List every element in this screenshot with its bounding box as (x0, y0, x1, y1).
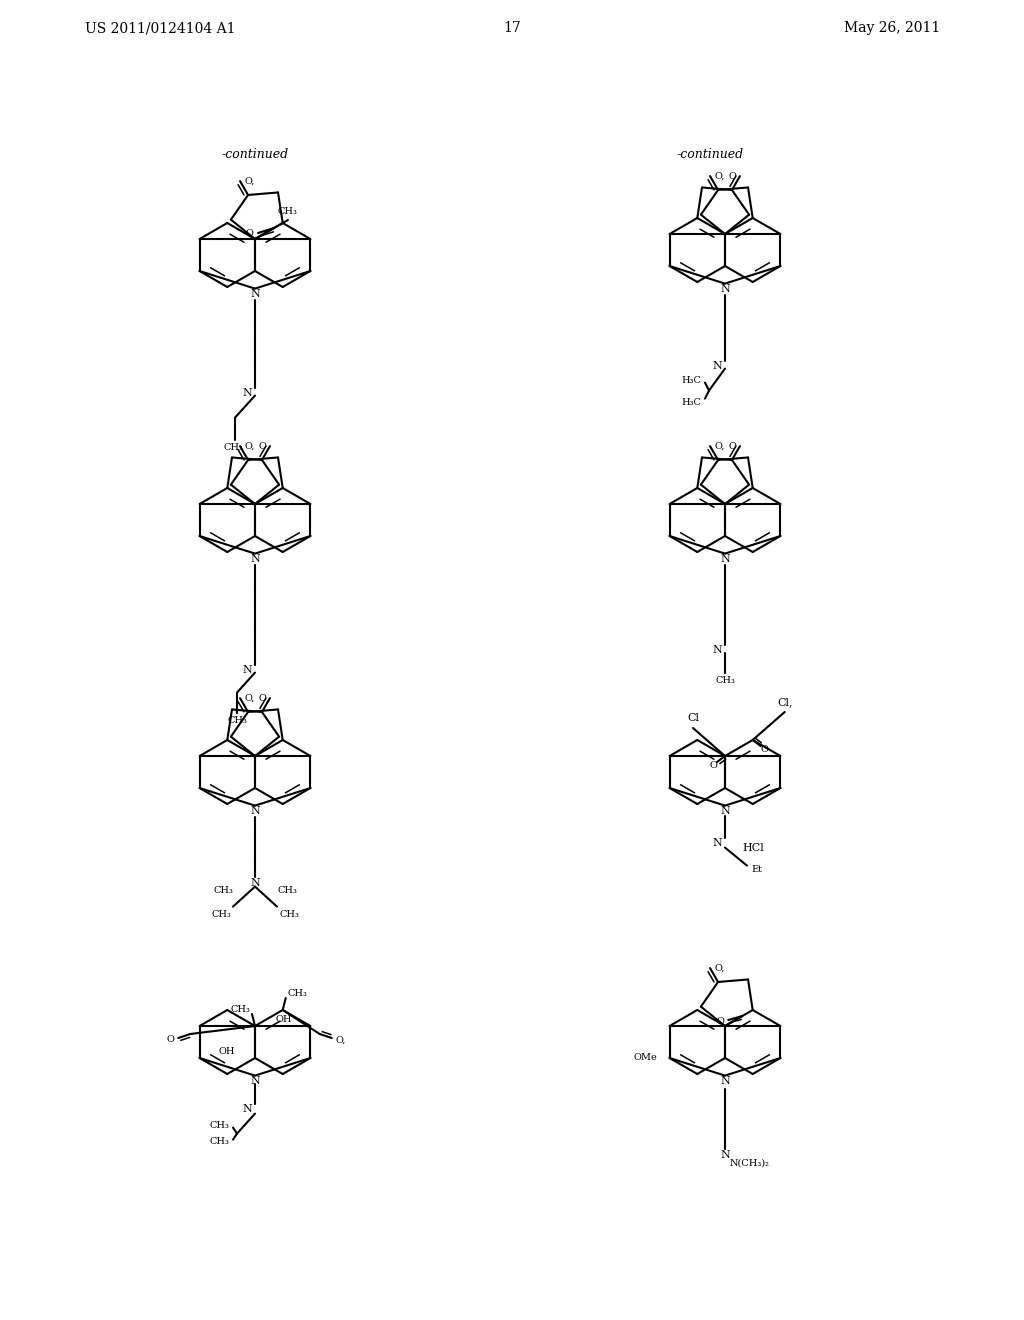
Text: N: N (720, 1076, 730, 1085)
Text: CH₃: CH₃ (209, 1137, 229, 1146)
Text: N: N (720, 1150, 730, 1159)
Text: H₃C: H₃C (681, 399, 700, 407)
Text: O,: O, (244, 177, 254, 186)
Text: N: N (713, 838, 722, 847)
Text: O,: O, (244, 693, 254, 702)
Text: O: O (709, 762, 717, 771)
Text: H₃C: H₃C (681, 376, 700, 385)
Text: O: O (717, 1018, 724, 1027)
Text: CH₃: CH₃ (230, 1006, 250, 1015)
Text: O,: O, (244, 442, 254, 450)
Text: CH₃: CH₃ (278, 886, 297, 895)
Text: N: N (243, 388, 252, 397)
Text: CH₃: CH₃ (715, 676, 735, 685)
Text: N: N (243, 1104, 252, 1114)
Text: -continued: -continued (677, 149, 743, 161)
Text: HCl: HCl (742, 842, 764, 853)
Text: OH: OH (218, 1048, 234, 1056)
Text: CH₃: CH₃ (209, 1121, 229, 1130)
Text: US 2011/0124104 A1: US 2011/0124104 A1 (85, 21, 236, 36)
Text: N: N (720, 805, 730, 816)
Text: CH₃: CH₃ (288, 990, 307, 998)
Text: O: O (245, 228, 253, 238)
Text: N: N (250, 289, 260, 298)
Text: CH₃: CH₃ (279, 909, 299, 919)
Text: O,: O, (714, 172, 724, 181)
Text: N: N (713, 360, 722, 371)
Text: CH₃: CH₃ (213, 886, 233, 895)
Text: O: O (258, 442, 266, 450)
Text: N: N (243, 664, 252, 675)
Text: -continued: -continued (221, 149, 289, 161)
Text: CH₃: CH₃ (211, 909, 231, 919)
Text: O: O (728, 172, 736, 181)
Text: N: N (713, 644, 722, 655)
Text: CH₃: CH₃ (227, 715, 247, 725)
Text: CH₃: CH₃ (223, 444, 243, 451)
Text: OMe: OMe (634, 1053, 657, 1063)
Text: N: N (250, 1076, 260, 1085)
Text: 17: 17 (503, 21, 521, 36)
Text: O: O (167, 1035, 174, 1044)
Text: Cl,: Cl, (777, 697, 793, 708)
Text: Cl: Cl (687, 713, 699, 723)
Text: N: N (720, 284, 730, 293)
Text: Et: Et (752, 865, 763, 874)
Text: O: O (258, 693, 266, 702)
Text: O,: O, (714, 964, 724, 973)
Text: O: O (728, 442, 736, 450)
Text: O,: O, (336, 1035, 346, 1044)
Text: N: N (720, 553, 730, 564)
Text: O: O (761, 746, 769, 755)
Text: May 26, 2011: May 26, 2011 (844, 21, 940, 36)
Text: N(CH₃)₂: N(CH₃)₂ (730, 1158, 770, 1167)
Text: N: N (250, 878, 260, 887)
Text: CH₃: CH₃ (278, 207, 298, 216)
Text: O,: O, (714, 442, 724, 450)
Text: OH: OH (275, 1015, 292, 1024)
Text: N: N (250, 805, 260, 816)
Text: N: N (250, 553, 260, 564)
